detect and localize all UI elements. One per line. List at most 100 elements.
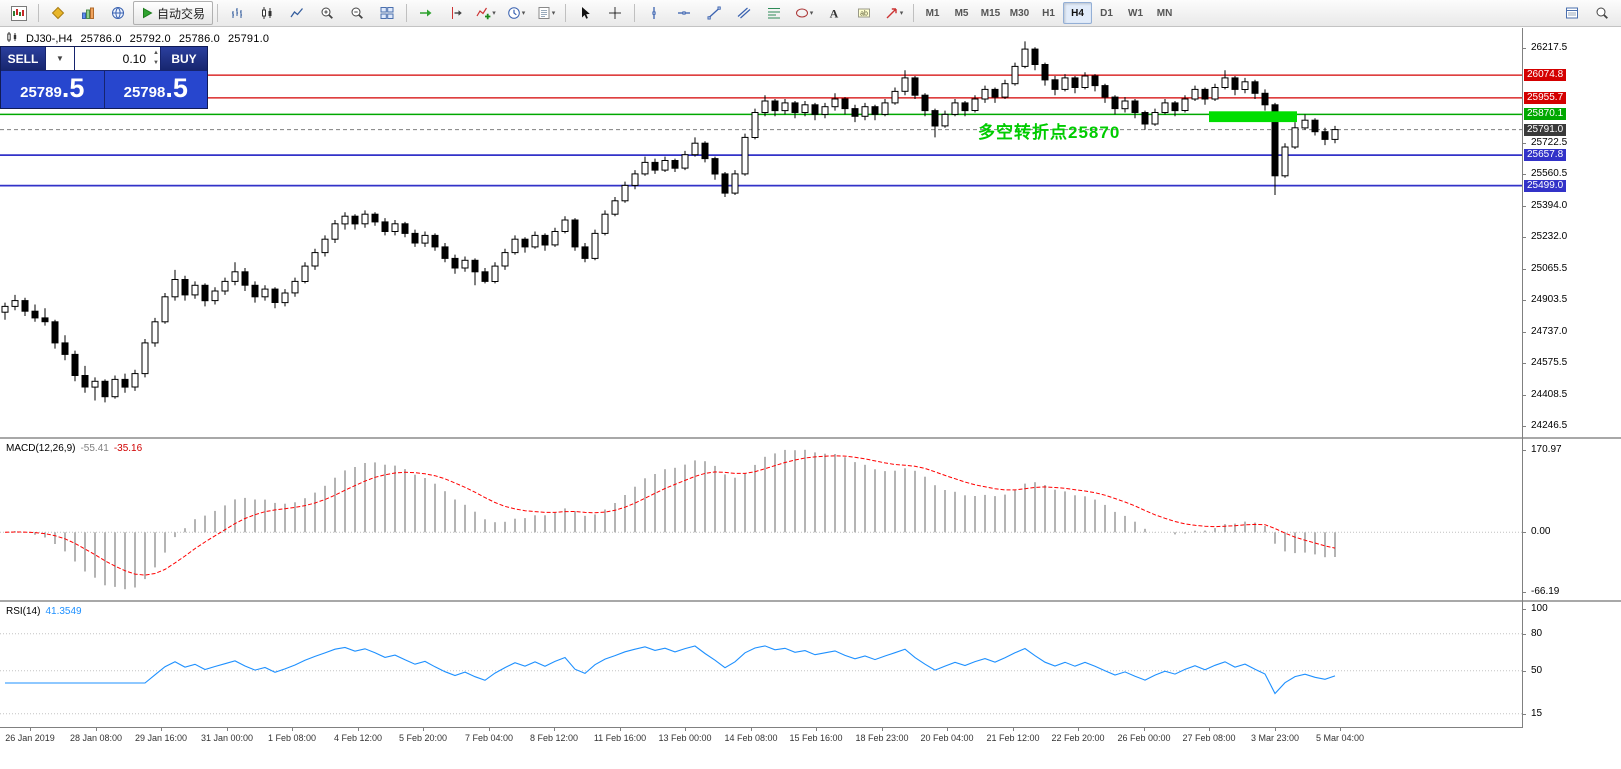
zoom-out-icon[interactable] bbox=[342, 1, 372, 25]
toolbar-separator bbox=[38, 4, 39, 22]
indicators-icon[interactable]: ▾ bbox=[471, 1, 501, 25]
text-label-icon[interactable]: ab bbox=[849, 1, 879, 25]
time-axis-label: 13 Feb 00:00 bbox=[658, 733, 712, 743]
time-axis-tick bbox=[489, 728, 490, 731]
time-axis-tick bbox=[1013, 728, 1014, 731]
auto-scroll-icon[interactable] bbox=[411, 1, 441, 25]
timeframe-button-M30[interactable]: M30 bbox=[1009, 7, 1030, 19]
axis-tick bbox=[1522, 237, 1526, 238]
text-icon[interactable]: A bbox=[819, 1, 849, 25]
rsi-axis-80: 80 bbox=[1531, 628, 1543, 639]
price-axis-label: 24575.5 bbox=[1531, 357, 1568, 368]
price-tag-25499.0: 25499.0 bbox=[1524, 180, 1567, 192]
timeframe-button-M1[interactable]: M1 bbox=[925, 7, 940, 19]
rsi-title: RSI(14) bbox=[6, 606, 41, 617]
timeframe-button-M15[interactable]: M15 bbox=[980, 7, 1001, 19]
fibonacci-icon[interactable] bbox=[759, 1, 789, 25]
axis-tick bbox=[1522, 174, 1526, 175]
time-axis-label: 29 Jan 16:00 bbox=[134, 733, 188, 743]
macd-axis-max: 170.97 bbox=[1531, 444, 1562, 455]
panel-splitter[interactable] bbox=[0, 600, 1621, 602]
profiles-icon[interactable] bbox=[73, 1, 103, 25]
app-icon bbox=[4, 1, 34, 25]
ohlc-low: 25786.0 bbox=[178, 32, 220, 45]
lot-preset-dropdown[interactable]: ▼ bbox=[46, 47, 74, 70]
axis-tick bbox=[1522, 48, 1526, 49]
periods-icon[interactable]: ▾ bbox=[501, 1, 531, 25]
vertical-line-icon[interactable] bbox=[639, 1, 669, 25]
tile-windows-icon[interactable] bbox=[372, 1, 402, 25]
chart-annotation-text[interactable]: 多空转折点25870 bbox=[978, 122, 1120, 142]
shapes-icon[interactable]: ▾ bbox=[789, 1, 819, 25]
price-axis[interactable]: 26217.5 25722.5 25560.5 25394.0 25232.0 25065… bbox=[1522, 0, 1621, 769]
buy-button[interactable]: BUY bbox=[161, 47, 207, 70]
window-list-icon[interactable] bbox=[1557, 1, 1587, 25]
crosshair-icon[interactable] bbox=[600, 1, 630, 25]
timeframe-button-D1[interactable]: D1 bbox=[1100, 7, 1113, 19]
timeframe-button-M5[interactable]: M5 bbox=[954, 7, 969, 19]
trendline-icon[interactable] bbox=[699, 1, 729, 25]
search-icon[interactable] bbox=[1587, 1, 1617, 25]
axis-tick bbox=[1522, 206, 1526, 207]
spinner-up-icon[interactable]: ▲ bbox=[153, 50, 159, 56]
algo-trading-button[interactable]: 自动交易 bbox=[133, 1, 214, 25]
one-click-trading-panel: SELL ▼ 0.10 ▲ ▼ BUY 25789.5 25798.5 bbox=[0, 46, 208, 109]
time-axis-tick bbox=[1144, 728, 1145, 731]
templates-icon[interactable]: ▾ bbox=[531, 1, 561, 25]
time-axis-label: 5 Feb 20:00 bbox=[398, 733, 448, 743]
axis-tick bbox=[1522, 671, 1526, 672]
candlestick-chart-icon[interactable] bbox=[252, 1, 282, 25]
time-axis-label: 18 Feb 23:00 bbox=[855, 733, 909, 743]
price-axis-label: 24246.5 bbox=[1531, 420, 1568, 431]
sell-price-pips: .5 bbox=[61, 73, 85, 103]
time-axis-label: 21 Feb 12:00 bbox=[986, 733, 1040, 743]
equidistant-channel-icon[interactable] bbox=[729, 1, 759, 25]
arrows-icon[interactable]: ▾ bbox=[879, 1, 909, 25]
cursor-icon[interactable] bbox=[570, 1, 600, 25]
lot-spinner[interactable]: ▲ ▼ bbox=[153, 48, 159, 68]
zoom-in-icon[interactable] bbox=[312, 1, 342, 25]
macd-axis-min: -66.19 bbox=[1531, 586, 1560, 597]
price-axis-label: 25394.0 bbox=[1531, 200, 1568, 211]
chart-shift-icon[interactable] bbox=[441, 1, 471, 25]
macd-panel[interactable] bbox=[0, 440, 1522, 599]
timeframe-button-MN[interactable]: MN bbox=[1156, 7, 1173, 19]
candlestick-chart[interactable]: 多空转折点25870 bbox=[0, 28, 1522, 436]
new-order-icon[interactable] bbox=[43, 1, 73, 25]
axis-tick bbox=[1522, 426, 1526, 427]
toolbar-separator bbox=[217, 4, 219, 22]
highlight-zone-rectangle[interactable] bbox=[1209, 111, 1297, 123]
svg-text:ab: ab bbox=[860, 11, 868, 18]
buy-price-display[interactable]: 25798.5 bbox=[104, 71, 207, 108]
axis-tick bbox=[1522, 532, 1526, 533]
macd-indicator-label: MACD(12,26,9) -55.41 -35.16 bbox=[6, 443, 142, 454]
timeframe-button-W1[interactable]: W1 bbox=[1128, 7, 1144, 19]
time-axis-tick bbox=[1275, 728, 1276, 731]
sell-price-display[interactable]: 25789.5 bbox=[1, 71, 104, 108]
chevron-down-icon: ▾ bbox=[551, 10, 556, 17]
timeframe-button-H4[interactable]: H4 bbox=[1063, 2, 1093, 24]
line-chart-icon[interactable] bbox=[282, 1, 312, 25]
lot-size-input[interactable]: 0.10 ▲ ▼ bbox=[75, 47, 160, 70]
ohlc-close: 25791.0 bbox=[227, 32, 270, 45]
symbol-period: DJ30-,H4 bbox=[26, 32, 73, 45]
timeframe-button-H1[interactable]: H1 bbox=[1042, 7, 1055, 19]
axis-tick bbox=[1522, 363, 1526, 364]
time-axis-tick bbox=[685, 728, 686, 731]
axis-tick bbox=[1522, 269, 1526, 270]
time-axis[interactable]: 26 Jan 2019 28 Jan 08:00 29 Jan 16:00 31 Ja… bbox=[0, 727, 1522, 750]
spinner-down-icon[interactable]: ▼ bbox=[153, 60, 159, 66]
chevron-down-icon: ▾ bbox=[492, 10, 496, 17]
time-axis-tick bbox=[227, 728, 228, 731]
bar-chart-icon[interactable] bbox=[222, 1, 252, 25]
price-axis-label: 24737.0 bbox=[1531, 326, 1568, 337]
rsi-value: 41.3549 bbox=[45, 606, 82, 617]
sell-button[interactable]: SELL bbox=[1, 47, 45, 70]
mql5-community-icon[interactable] bbox=[103, 1, 133, 25]
panel-splitter[interactable] bbox=[0, 437, 1621, 439]
price-tag-26074.8: 26074.8 bbox=[1524, 69, 1567, 81]
chevron-down-icon: ▾ bbox=[899, 10, 904, 17]
rsi-panel[interactable] bbox=[0, 603, 1522, 726]
time-axis-tick bbox=[882, 728, 883, 731]
horizontal-line-icon[interactable] bbox=[669, 1, 699, 25]
